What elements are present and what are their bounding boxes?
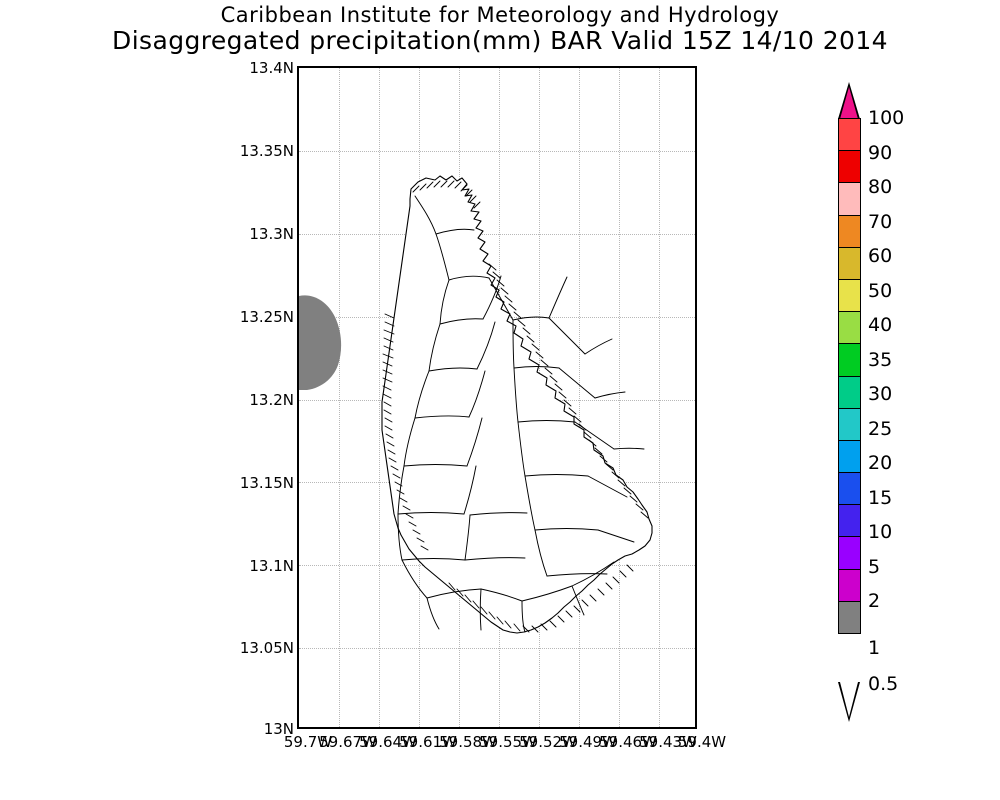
colorbar-band: [838, 150, 861, 184]
colorbar-band: [838, 118, 861, 152]
map-layers: [299, 175, 653, 634]
coastline-hatching-south: [448, 564, 634, 633]
colorbar-label: 30: [868, 383, 893, 405]
colorbar-band: [838, 439, 861, 474]
x-tick: [459, 727, 461, 729]
x-axis-label: 59.4W: [677, 733, 727, 751]
y-axis-label: 13N: [263, 720, 294, 738]
y-axis-label: 13.1N: [249, 557, 294, 575]
x-tick: [419, 727, 421, 729]
y-tick: [297, 400, 299, 402]
gridline-vertical: [579, 68, 581, 727]
colorbar-label: 70: [868, 211, 893, 233]
x-axis-label: 59.43W: [639, 733, 697, 751]
colorbar-label: 20: [868, 452, 893, 474]
colorbar-band: [838, 182, 861, 216]
colorbar-label: 60: [868, 245, 893, 267]
colorbar-band: [838, 311, 861, 345]
colorbar-label: 50: [868, 280, 893, 302]
colorbar-over-arrow-fill: [840, 87, 858, 119]
colorbar-label: 90: [868, 142, 893, 164]
colorbar: [838, 118, 861, 634]
y-axis-label: 13.05N: [239, 639, 294, 657]
x-axis-label: 59.46W: [599, 733, 657, 751]
barbados-island-outline: [381, 175, 653, 634]
y-axis-label: 13.4N: [249, 59, 294, 77]
x-axis-label: 59.58W: [439, 733, 497, 751]
x-tick: [539, 727, 541, 729]
colorbar-band: [838, 375, 861, 409]
chart-title-block: Caribbean Institute for Meteorology and …: [0, 4, 1000, 54]
coastline-hatching-west: [382, 313, 429, 551]
y-tick: [297, 648, 299, 650]
x-axis-label: 59.49W: [559, 733, 617, 751]
y-axis-label: 13.2N: [249, 391, 294, 409]
colorbar-label: 40: [868, 314, 893, 336]
colorbar-under-arrow-fill: [840, 682, 858, 717]
y-axis-label: 13.15N: [239, 474, 294, 492]
y-tick: [297, 317, 299, 319]
x-tick: [339, 727, 341, 729]
x-tick: [499, 727, 501, 729]
coastline-hatching-east: [488, 263, 649, 519]
x-axis-label: 59.67W: [319, 733, 377, 751]
y-axis-label: 13.25N: [239, 308, 294, 326]
watershed-boundaries: [397, 195, 645, 633]
gridline-horizontal: [299, 233, 695, 236]
gridline-vertical: [619, 68, 621, 727]
y-tick: [297, 565, 299, 567]
colorbar-label: 35: [868, 349, 893, 371]
chart-title: Disaggregated precipitation(mm) BAR Vali…: [112, 25, 888, 55]
y-tick: [297, 234, 299, 236]
coastline-hatching-north: [412, 180, 481, 209]
colorbar-label: 80: [868, 176, 893, 198]
x-axis-label: 59.64W: [359, 733, 417, 751]
gridline-horizontal: [299, 150, 695, 153]
colorbar-band: [838, 536, 861, 570]
colorbar-band: [838, 214, 861, 248]
gridline-vertical: [659, 68, 661, 727]
x-axis-label: 59.55W: [479, 733, 537, 751]
gridline-vertical: [339, 68, 341, 727]
x-axis-label: 59.7W: [283, 733, 333, 751]
map-plot-area: [297, 66, 697, 729]
colorbar-band: [838, 246, 861, 280]
institute-title: Caribbean Institute for Meteorology and …: [220, 3, 780, 27]
colorbar-label: 0.5: [868, 673, 899, 695]
colorbar-band: [838, 504, 861, 538]
map-plot-inner: [299, 68, 695, 727]
gridline-vertical: [379, 68, 381, 727]
colorbar-band: [838, 472, 861, 506]
x-axis-label: 59.61W: [399, 733, 457, 751]
colorbar-band: [838, 278, 861, 313]
colorbar-label: 15: [868, 487, 893, 509]
x-tick: [379, 727, 381, 729]
colorbar-label: 100: [868, 107, 905, 129]
x-axis-label: 59.52W: [519, 733, 577, 751]
colorbar-label: 2: [868, 590, 881, 612]
x-tick: [659, 727, 661, 729]
colorbar-label: 5: [868, 556, 881, 578]
colorbar-band: [838, 568, 861, 602]
colorbar-band: [838, 343, 861, 377]
y-axis-label: 13.3N: [249, 225, 294, 243]
y-tick: [297, 151, 299, 153]
gridline-horizontal: [299, 648, 695, 650]
colorbar-label: 25: [868, 418, 893, 440]
x-tick: [579, 727, 581, 729]
y-axis-label: 13.35N: [239, 142, 294, 160]
y-tick: [297, 68, 299, 70]
colorbar-label: 1: [868, 637, 881, 659]
y-tick: [297, 482, 299, 484]
colorbar-label: 10: [868, 521, 893, 543]
x-tick: [619, 727, 621, 729]
precipitation-patch-west-coast: [299, 295, 342, 390]
colorbar-band: [838, 600, 861, 634]
colorbar-band: [838, 407, 861, 441]
x-tick: [299, 727, 301, 729]
